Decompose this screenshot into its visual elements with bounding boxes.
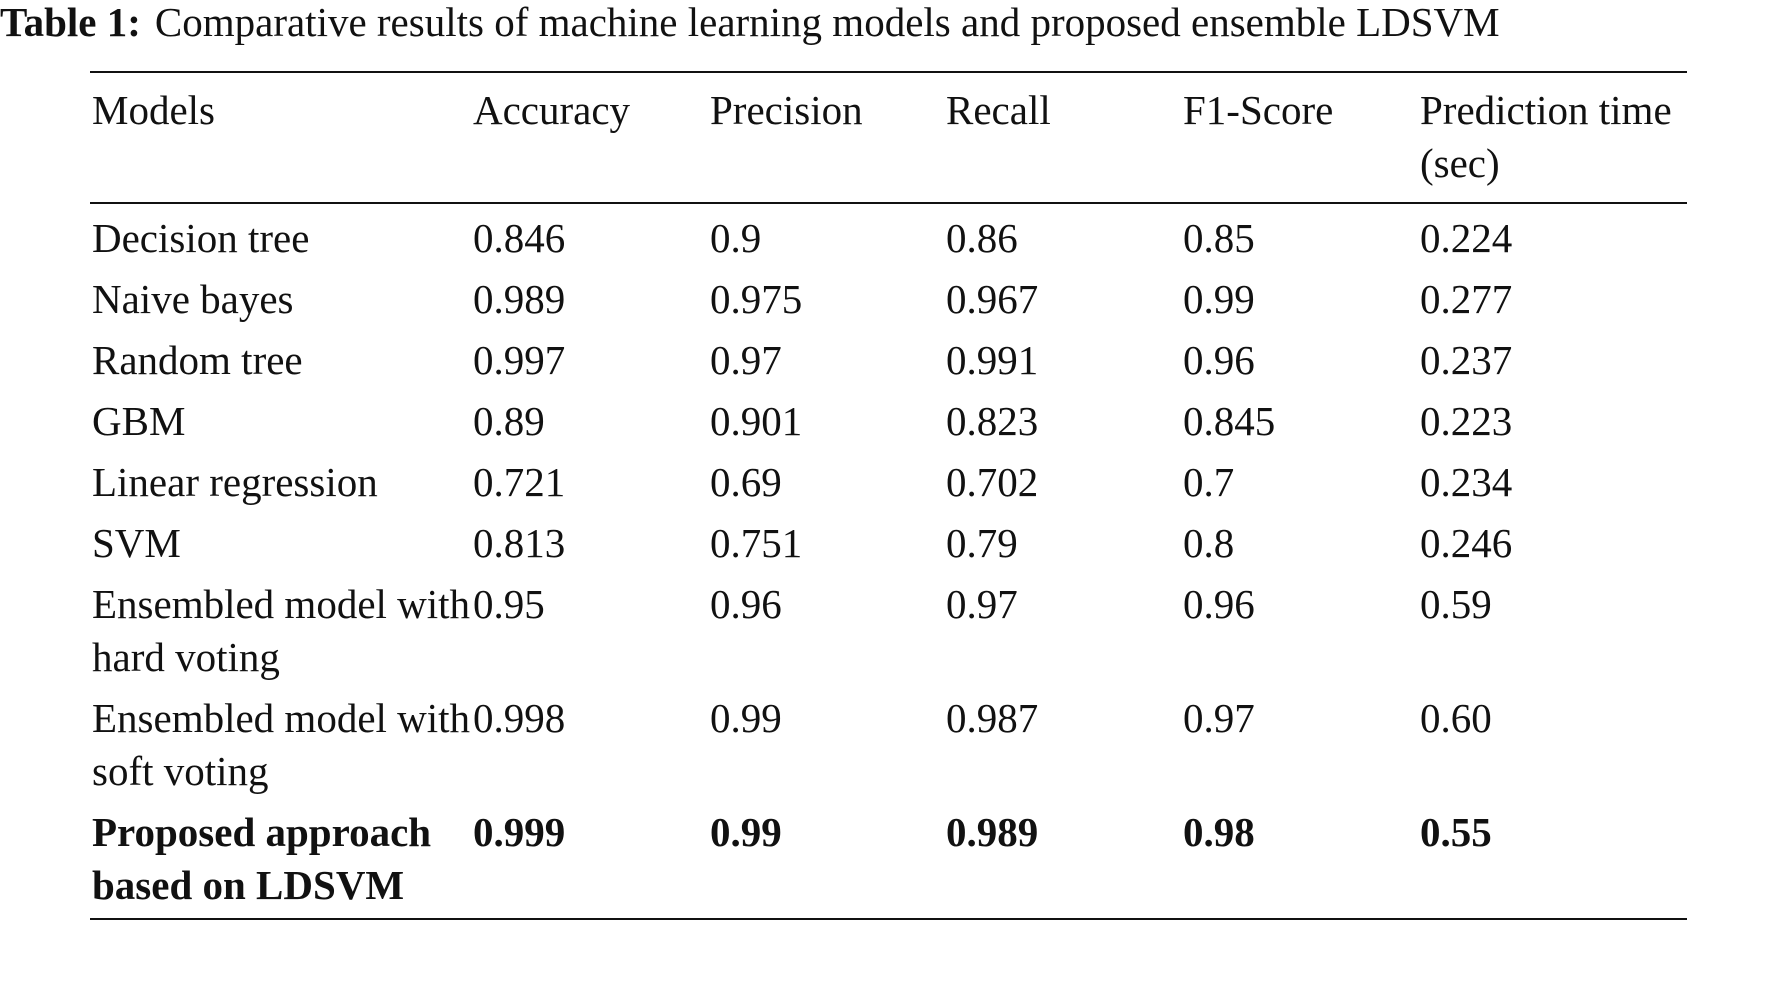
metric-cell: 0.69 — [710, 459, 782, 505]
model-name: GBM — [92, 398, 186, 444]
metric-cell: 0.97 — [1183, 695, 1255, 741]
metric-cell: 0.55 — [1420, 809, 1492, 855]
metric-cell: 0.7 — [1183, 459, 1235, 505]
model-name: Linear regression — [92, 459, 378, 505]
metric-cell: 0.89 — [473, 398, 545, 444]
metric-cell: 0.97 — [710, 337, 782, 383]
metric-cell: 0.99 — [710, 695, 782, 741]
metric-cell: 0.98 — [1183, 809, 1255, 855]
header-row: Models Accuracy Precision Recall F1-Score Pre… — [90, 72, 1687, 203]
metric-cell: 0.997 — [473, 337, 566, 383]
metric-cell: 0.86 — [946, 215, 1018, 261]
metric-cell: 0.96 — [1183, 337, 1255, 383]
caption: Table 1: Comparative results of machine l… — [0, 0, 1766, 44]
model-name: Proposed approach based on LDSVM — [92, 809, 432, 908]
model-name: Naive bayes — [92, 276, 294, 322]
results-table: Models Accuracy Precision Recall F1-Score Pre… — [90, 71, 1687, 920]
metric-cell: 0.97 — [946, 581, 1018, 627]
metric-cell: 0.975 — [710, 276, 803, 322]
metric-cell: 0.237 — [1420, 337, 1513, 383]
metric-cell: 0.823 — [946, 398, 1039, 444]
metric-cell: 0.845 — [1183, 398, 1276, 444]
metric-cell: 0.987 — [946, 695, 1039, 741]
metric-cell: 0.846 — [473, 215, 566, 261]
caption-label: Table 1: — [0, 0, 141, 45]
model-name: SVM — [92, 520, 181, 566]
header-cell: Accuracy — [473, 87, 631, 133]
metric-cell: 0.59 — [1420, 581, 1492, 627]
table-row: Naive bayes 0.989 0.975 0.967 0.99 0.277 — [90, 267, 1687, 328]
header-cell: Prediction time (sec) — [1420, 87, 1672, 186]
metric-cell: 0.96 — [1183, 581, 1255, 627]
metric-cell: 0.813 — [473, 520, 566, 566]
table-row: Ensembled model with hard voting 0.95 0.96… — [90, 572, 1687, 686]
metric-cell: 0.224 — [1420, 215, 1513, 261]
header-cell: Precision — [710, 87, 863, 133]
table-row: Linear regression 0.721 0.69 0.702 0.7 0.234 — [90, 450, 1687, 511]
metric-cell: 0.8 — [1183, 520, 1235, 566]
metric-cell: 0.234 — [1420, 459, 1513, 505]
metric-cell: 0.989 — [473, 276, 566, 322]
model-name: Random tree — [92, 337, 303, 383]
model-name: Ensembled model with hard voting — [92, 581, 471, 680]
metric-cell: 0.721 — [473, 459, 566, 505]
table-body: Decision tree 0.846 0.9 0.86 0.85 0.224 Naive … — [90, 203, 1687, 919]
header-cell: F1-Score — [1183, 87, 1334, 133]
metric-cell: 0.99 — [1183, 276, 1255, 322]
metric-cell: 0.85 — [1183, 215, 1255, 261]
metric-cell: 0.95 — [473, 581, 545, 627]
model-name: Ensembled model with soft voting — [92, 695, 471, 794]
header-cell: Models — [92, 87, 215, 133]
metric-cell: 0.223 — [1420, 398, 1513, 444]
table-header: Models Accuracy Precision Recall F1-Score Pre… — [90, 72, 1687, 203]
table-row: Ensembled model with soft voting 0.998 0.9… — [90, 686, 1687, 800]
metric-cell: 0.96 — [710, 581, 782, 627]
metric-cell: 0.246 — [1420, 520, 1513, 566]
metric-cell: 0.999 — [473, 809, 566, 855]
table-row: Decision tree 0.846 0.9 0.86 0.85 0.224 — [90, 203, 1687, 267]
metric-cell: 0.901 — [710, 398, 803, 444]
metric-cell: 0.79 — [946, 520, 1018, 566]
metric-cell: 0.989 — [946, 809, 1039, 855]
model-name: Decision tree — [92, 215, 310, 261]
metric-cell: 0.998 — [473, 695, 566, 741]
metric-cell: 0.9 — [710, 215, 762, 261]
metric-cell: 0.277 — [1420, 276, 1513, 322]
header-cell: Recall — [946, 87, 1051, 133]
table-row: SVM 0.813 0.751 0.79 0.8 0.246 — [90, 511, 1687, 572]
table-row: GBM 0.89 0.901 0.823 0.845 0.223 — [90, 389, 1687, 450]
metric-cell: 0.751 — [710, 520, 803, 566]
metric-cell: 0.967 — [946, 276, 1039, 322]
table-row: Random tree 0.997 0.97 0.991 0.96 0.237 — [90, 328, 1687, 389]
metric-cell: 0.702 — [946, 459, 1039, 505]
metric-cell: 0.60 — [1420, 695, 1492, 741]
caption-text: Comparative results of machine learning … — [154, 0, 1500, 45]
metric-cell: 0.991 — [946, 337, 1039, 383]
table-row: Proposed approach based on LDSVM 0.999 0.9… — [90, 800, 1687, 919]
metric-cell: 0.99 — [710, 809, 782, 855]
